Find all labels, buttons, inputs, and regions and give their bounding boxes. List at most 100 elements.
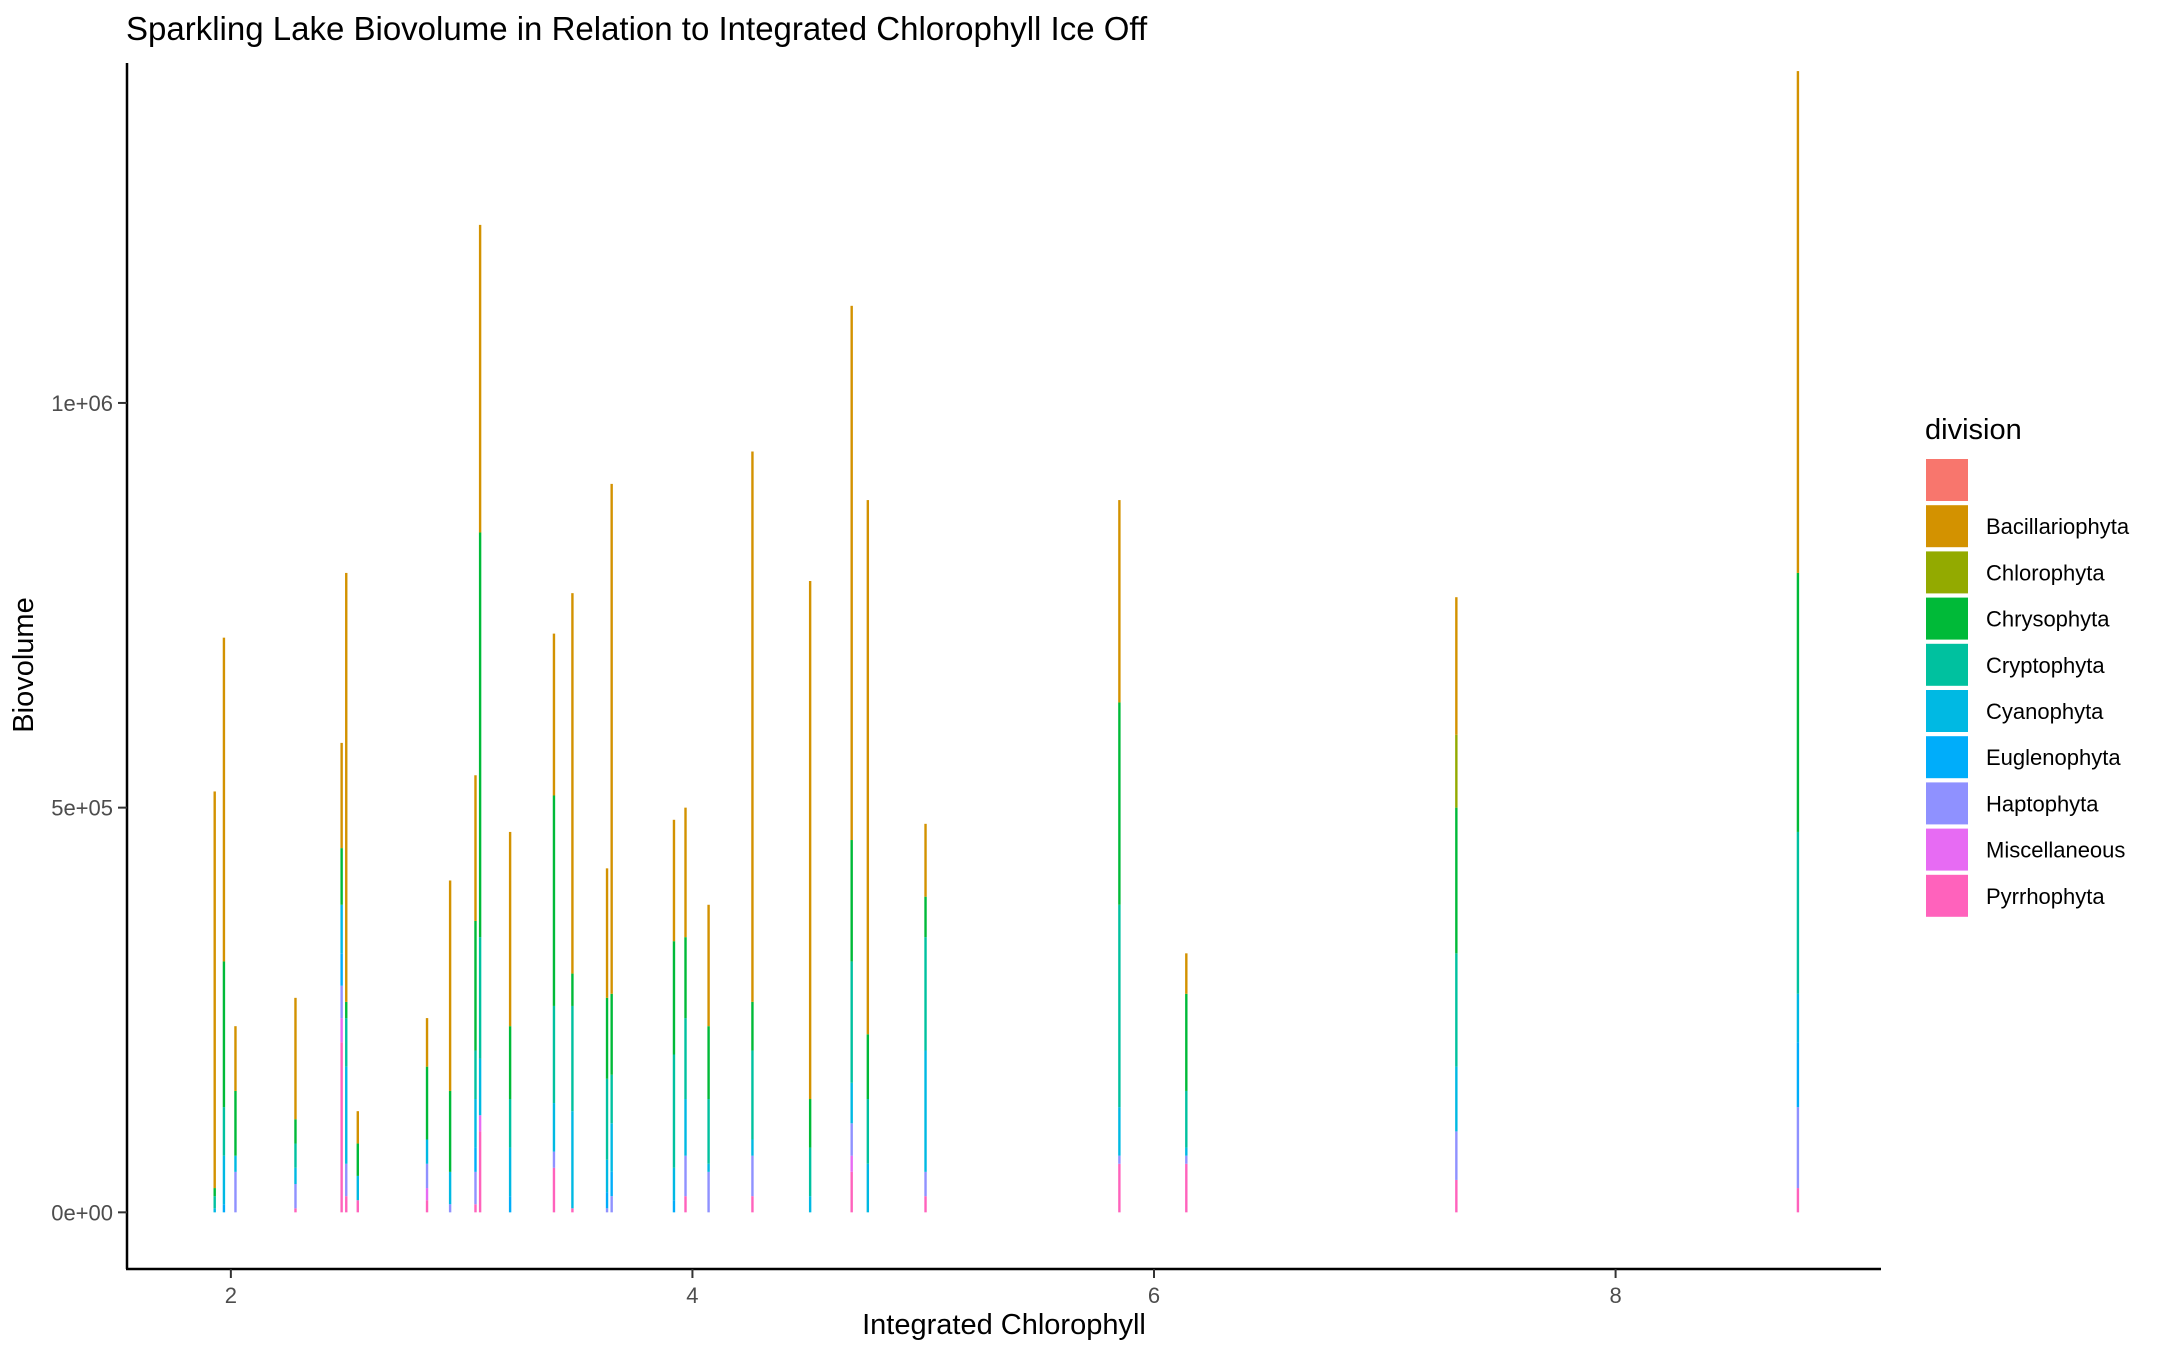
- bar-segment-8-haptophyta: [448, 1204, 452, 1213]
- chart-title: Sparkling Lake Biovolume in Relation to …: [126, 10, 1148, 47]
- bar-segment-11-chrysophyta: [508, 1026, 512, 1100]
- bar-segment-3-haptophyta: [294, 1184, 297, 1209]
- bar-segment-1-euglenophyta: [222, 1204, 226, 1213]
- bar-segment-14-cryptophyta: [605, 1078, 609, 1160]
- bar-segment-20-cyanophyta: [808, 1196, 812, 1213]
- legend-key-cryptophyta: [1926, 643, 1968, 686]
- bar-segment-20-bacillariophyta: [808, 581, 812, 1100]
- bar-segment-13-pyrrhophyta: [571, 1208, 574, 1213]
- legend-key-euglenophyta: [1926, 736, 1968, 779]
- bar-segment-9-haptophyta: [474, 1171, 477, 1205]
- bar-segment-21-haptophyta: [850, 1123, 853, 1156]
- bar-segment-26-cryptophyta: [1455, 953, 1458, 1067]
- bar-segment-18-chrysophyta: [707, 1026, 710, 1100]
- bar-segment-7-haptophyta: [425, 1163, 429, 1189]
- bar-segment-1-cryptophyta: [222, 1107, 226, 1156]
- bar-segment-11-cryptophyta: [508, 1099, 512, 1148]
- bar-segment-0-bacillariophyta: [213, 791, 216, 1189]
- bar-segment-18-haptophyta: [707, 1171, 710, 1213]
- bar-segment-12-pyrrhophyta: [552, 1167, 556, 1213]
- bar-segment-3-cryptophyta: [294, 1143, 297, 1168]
- bar-segment-23-cryptophyta: [924, 937, 927, 1051]
- bar-segment-4-bacillariophyta: [340, 742, 343, 849]
- bar-segment-1-chrysophyta: [222, 961, 226, 1108]
- legend-label-haptophyta: Haptophyta: [1986, 791, 2099, 816]
- bar-segment-14-bacillariophyta: [605, 868, 609, 998]
- bar-segment-5-haptophyta: [345, 1163, 348, 1197]
- bar-segment-23-cyanophyta: [924, 1050, 927, 1172]
- y-tick-label: 0e+00: [51, 1200, 113, 1225]
- bar-segment-9-chrysophyta: [474, 920, 477, 1051]
- bar-segment-19-chrysophyta: [751, 1001, 754, 1051]
- bar-segment-25-chrysophyta: [1185, 993, 1188, 1091]
- legend-label-cyanophyta: Cyanophyta: [1986, 699, 2104, 724]
- bar-segment-21-pyrrhophyta: [850, 1171, 853, 1213]
- bar-segment-14-cyanophyta: [605, 1159, 609, 1193]
- bar-segment-22-bacillariophyta: [866, 500, 870, 1035]
- bar-segment-4-cyanophyta: [340, 904, 343, 954]
- bar-segment-16-cyanophyta: [672, 1167, 676, 1201]
- bar-segment-14-haptophyta: [605, 1208, 609, 1213]
- bar-segment-24-chrysophyta: [1118, 702, 1121, 905]
- bar-segment-15-haptophyta: [610, 1196, 613, 1213]
- bar-segment-16-bacillariophyta: [672, 819, 676, 942]
- bar-segment-20-chrysophyta: [808, 1099, 812, 1148]
- bar-segment-12-bacillariophyta: [552, 633, 556, 796]
- bar-segment-0-cyanophyta: [213, 1208, 216, 1213]
- bar-segment-12-haptophyta: [552, 1151, 556, 1168]
- bar-segment-4-chrysophyta: [340, 848, 343, 905]
- bar-segment-3-cyanophyta: [294, 1167, 297, 1185]
- bar-segment-8-bacillariophyta: [448, 880, 452, 1091]
- bar-segment-23-haptophyta: [924, 1171, 927, 1197]
- bar-segment-13-cryptophyta: [571, 1005, 574, 1112]
- bar-segment-16-euglenophyta: [672, 1200, 676, 1213]
- bar-segment-26-haptophyta: [1455, 1131, 1458, 1180]
- legend-key-pyrrhophyta: [1926, 874, 1968, 917]
- bar-segment-15-cyanophyta: [610, 1123, 613, 1172]
- bar-segment-12-cryptophyta: [552, 1005, 556, 1104]
- bar-segment-15-chrysophyta: [610, 993, 613, 1075]
- bar-segment-9-cryptophyta: [474, 1050, 477, 1100]
- bar-segment-17-bacillariophyta: [684, 807, 687, 938]
- bar-segment-17-pyrrhophyta: [684, 1196, 687, 1213]
- bar-segment-19-pyrrhophyta: [751, 1196, 754, 1213]
- bar-segment-14-euglenophyta: [605, 1192, 609, 1209]
- bar-segment-26-chrysophyta: [1455, 807, 1458, 954]
- y-axis-title: Biovolume: [8, 597, 40, 732]
- bar-segment-27-bacillariophyta: [1796, 71, 1800, 573]
- bar-segment-9-pyrrhophyta: [474, 1204, 477, 1213]
- bar-segment-24-haptophyta: [1118, 1155, 1121, 1164]
- bar-segment-15-bacillariophyta: [610, 483, 613, 994]
- bar-segment-5-cyanophyta: [345, 1066, 348, 1164]
- y-tick-label: 5e+05: [51, 796, 113, 821]
- bar-segment-11-bacillariophyta: [508, 831, 512, 1027]
- legend-label-cryptophyta: Cryptophyta: [1986, 653, 2105, 678]
- bar-segment-21-chrysophyta: [850, 840, 853, 962]
- bar-segment-22-cyanophyta: [866, 1163, 870, 1213]
- x-tick-label: 6: [1148, 1283, 1160, 1308]
- bar-segment-26-bacillariophyta: [1455, 597, 1458, 735]
- bar-segment-10-bacillariophyta: [478, 224, 482, 533]
- bar-segment-10-cryptophyta: [478, 937, 482, 1059]
- bar-segment-1-bacillariophyta: [222, 637, 226, 962]
- bar-segment-9-bacillariophyta: [474, 775, 477, 921]
- bar-segment-2-haptophyta: [234, 1171, 237, 1213]
- bar-segment-20-cryptophyta: [808, 1147, 812, 1197]
- bar-segment-22-cryptophyta: [866, 1099, 870, 1164]
- bar-segment-26-pyrrhophyta: [1455, 1179, 1458, 1213]
- legend-key-miscellaneous: [1926, 828, 1968, 871]
- bar-segment-10-chrysophyta: [478, 532, 482, 938]
- bar-segment-12-cyanophyta: [552, 1103, 556, 1152]
- bar-segment-19-bacillariophyta: [751, 451, 754, 1002]
- bar-segment-18-cyanophyta: [707, 1163, 710, 1172]
- bar-segment-27-pyrrhophyta: [1796, 1188, 1800, 1213]
- tick-layer: 2 4 6 8 0e+00 5e+05 1e+06: [51, 391, 1622, 1308]
- bar-segment-10-pyrrhophyta: [478, 1131, 482, 1213]
- x-tick-label: 4: [686, 1283, 698, 1308]
- bar-segment-17-cyanophyta: [684, 1099, 687, 1156]
- legend-label-chrysophyta: Chrysophyta: [1986, 607, 2110, 632]
- legend-label-bacillariophyta: Bacillariophyta: [1986, 514, 2130, 539]
- legend-label-chlorophyta: Chlorophyta: [1986, 560, 2105, 585]
- bar-segment-24-bacillariophyta: [1118, 500, 1121, 703]
- legend-title: division: [1925, 414, 2022, 446]
